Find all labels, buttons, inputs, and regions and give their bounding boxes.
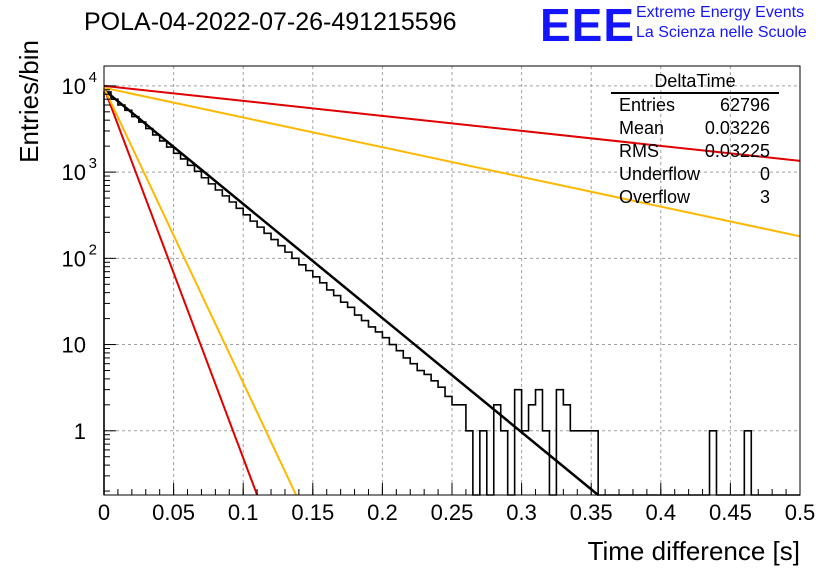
x-tick-label: 0.3	[506, 500, 537, 525]
y-tick-label: 10	[62, 74, 86, 99]
fit-line	[103, 87, 259, 496]
stats-value: 0.03225	[704, 141, 770, 161]
axes: 0 0.05 0.1 0.15 0.2 0.25 0.3 0.35 0.4 0.45 0.5 1 10 1…	[62, 65, 816, 525]
y-tick-exponent: 2	[89, 241, 97, 258]
y-tick-label: 1	[74, 419, 86, 444]
x-tick-label: 0.35	[570, 500, 613, 525]
stats-row: Underflow 0	[611, 163, 779, 186]
grid-lines	[104, 66, 800, 495]
stats-label: Overflow	[619, 187, 691, 207]
x-tick-label: 0.05	[152, 500, 195, 525]
stats-value: 0.03226	[704, 118, 770, 138]
y-tick-label: 10	[62, 160, 86, 185]
stats-row: RMS 0.03225	[611, 140, 779, 163]
stats-row: Mean 0.03226	[611, 117, 779, 140]
fit-line	[103, 87, 298, 496]
y-axis-label: Entries/bin	[14, 40, 44, 163]
fit-lines	[103, 84, 801, 496]
stats-label: Entries	[619, 95, 676, 115]
stats-row: Entries 62796	[611, 94, 779, 117]
eee-logo: EEE	[540, 0, 636, 51]
x-tick-label: 0.5	[785, 500, 816, 525]
logo-line-1: Extreme Energy Events	[636, 4, 805, 21]
stats-label: RMS	[619, 141, 659, 161]
logo-line-2: La Scienza nelle Scuole	[636, 24, 807, 41]
stats-row: Overflow 3	[611, 186, 779, 209]
stats-value: 62796	[719, 95, 770, 115]
fit-line	[103, 86, 801, 238]
logo-subtitle: Extreme Energy Events La Scienza nelle S…	[636, 3, 807, 43]
fit-line	[103, 88, 599, 496]
y-tick-label: 10	[62, 333, 86, 358]
plot-frame	[103, 65, 801, 496]
x-tick-label: 0	[98, 500, 110, 525]
y-tick-label: 10	[62, 246, 86, 271]
x-tick-label: 0.15	[291, 500, 334, 525]
stats-value: 0	[759, 164, 770, 184]
x-tick-label: 0.2	[367, 500, 398, 525]
stats-label: Mean	[619, 118, 665, 138]
stats-box: DeltaTime Entries 62796 Mean 0.03226 RMS 0.03…	[611, 70, 779, 209]
x-tick-label: 0.1	[228, 500, 259, 525]
stats-rows: Entries 62796 Mean 0.03226 RMS 0.03225 Underfl…	[611, 94, 779, 209]
x-axis-label: Time difference [s]	[588, 536, 800, 566]
x-tick-label: 0.45	[709, 500, 752, 525]
y-tick-exponent: 3	[89, 155, 97, 172]
x-tick-label: 0.25	[431, 500, 474, 525]
stats-label: Underflow	[619, 164, 701, 184]
plot-title: POLA-04-2022-07-26-491215596	[84, 8, 457, 36]
stats-title: DeltaTime	[611, 70, 779, 94]
fit-line	[103, 84, 801, 162]
x-tick-label: 0.4	[646, 500, 677, 525]
stats-value: 3	[759, 187, 770, 207]
y-tick-exponent: 4	[89, 69, 97, 86]
